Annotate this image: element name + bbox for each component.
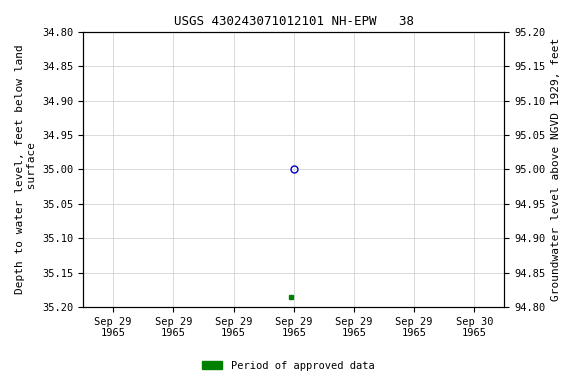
Title: USGS 430243071012101 NH-EPW   38: USGS 430243071012101 NH-EPW 38	[174, 15, 414, 28]
Y-axis label: Groundwater level above NGVD 1929, feet: Groundwater level above NGVD 1929, feet	[551, 38, 561, 301]
Legend: Period of approved data: Period of approved data	[198, 357, 378, 375]
Y-axis label: Depth to water level, feet below land
 surface: Depth to water level, feet below land su…	[15, 45, 37, 294]
